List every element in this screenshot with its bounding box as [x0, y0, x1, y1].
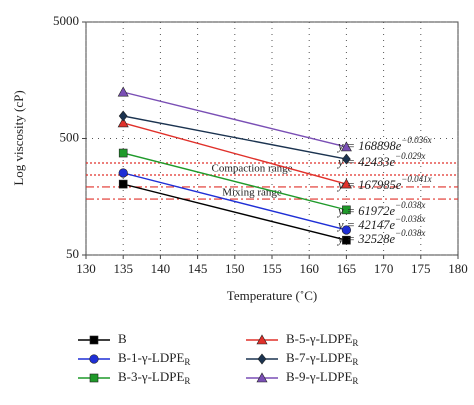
- marker: [256, 372, 268, 383]
- marker: [257, 353, 267, 365]
- x-tick-label: 175: [411, 261, 431, 276]
- series-line: [123, 172, 347, 231]
- marker: [118, 148, 128, 158]
- equation-text: y = 168898e: [336, 139, 402, 153]
- equation-exponent: −0.036x: [401, 135, 431, 145]
- x-tick-label: 170: [374, 261, 394, 276]
- x-tick-label: 165: [337, 261, 357, 276]
- marker: [342, 205, 351, 215]
- range-label: Mixing range: [222, 187, 282, 199]
- range-label: Compaction range: [212, 163, 293, 175]
- y-tick-label: 500: [60, 129, 80, 144]
- legend-label: B-1-γ-LDPER: [118, 350, 190, 367]
- equation-text: y = 42433e: [336, 155, 395, 169]
- legend-marker: [257, 353, 267, 365]
- legend-name: B-1-γ-LDPE: [118, 350, 184, 365]
- equation: y = 167985e−0.041x: [336, 174, 432, 192]
- equation: y = 32528e−0.038x: [336, 228, 425, 246]
- legend-label: B: [118, 331, 127, 346]
- series-line: [123, 91, 347, 148]
- legend-subscript: R: [352, 376, 358, 386]
- legend-subscript: R: [352, 357, 358, 367]
- legend-name: B-3-γ-LDPE: [118, 369, 184, 384]
- marker: [342, 153, 351, 165]
- equation: y = 61972e−0.038x: [336, 200, 425, 218]
- equation-text: y = 42147e: [336, 218, 395, 232]
- x-tick-label: 130: [76, 261, 96, 276]
- legend-marker: [89, 335, 99, 345]
- equation: y = 168898e−0.036x: [336, 135, 432, 153]
- marker: [117, 86, 129, 97]
- marker: [118, 110, 128, 122]
- legend-name: B: [118, 331, 127, 346]
- equation-exponent: −0.038x: [395, 228, 425, 238]
- equation-exponent: −0.038x: [395, 214, 425, 224]
- x-tick-label: 145: [188, 261, 208, 276]
- x-tick-label: 160: [299, 261, 319, 276]
- equation-exponent: −0.029x: [395, 151, 425, 161]
- legend-marker: [89, 354, 99, 364]
- y-tick-label: 5000: [53, 13, 79, 28]
- marker: [89, 354, 99, 364]
- y-axis-title: Log viscosity (cP): [11, 90, 26, 185]
- x-tick-label: 140: [151, 261, 171, 276]
- marker: [340, 178, 352, 189]
- x-tick-label: 135: [113, 261, 133, 276]
- series-line: [123, 115, 347, 160]
- legend-label: B-9-γ-LDPER: [286, 369, 358, 386]
- legend-marker: [256, 334, 268, 345]
- y-tick-label: 50: [66, 246, 79, 261]
- x-axis-title: Temperature (˚C): [227, 288, 317, 303]
- equation-exponent: −0.041x: [401, 174, 431, 184]
- marker: [117, 117, 129, 128]
- marker: [89, 335, 99, 345]
- legend-name: B-9-γ-LDPE: [286, 369, 352, 384]
- x-tick-label: 150: [225, 261, 245, 276]
- equation-text: y = 32528e: [336, 232, 395, 246]
- legend-marker: [89, 373, 99, 383]
- marker: [341, 225, 352, 235]
- marker: [118, 168, 128, 178]
- equation-text: y = 61972e: [336, 204, 395, 218]
- marker: [256, 334, 268, 345]
- marker: [340, 141, 352, 152]
- marker: [342, 235, 351, 245]
- series-line: [123, 152, 347, 211]
- marker: [118, 179, 128, 189]
- equation: y = 42147e−0.038x: [336, 214, 425, 232]
- legend-name: B-5-γ-LDPE: [286, 331, 352, 346]
- legend-name: B-7-γ-LDPE: [286, 350, 352, 365]
- legend-subscript: R: [352, 338, 358, 348]
- legend-label: B-7-γ-LDPER: [286, 350, 358, 367]
- x-tick-label: 180: [448, 261, 468, 276]
- legend-subscript: R: [184, 357, 190, 367]
- series-line: [123, 183, 347, 241]
- series-line: [123, 122, 347, 185]
- marker: [89, 373, 99, 383]
- legend-label: B-5-γ-LDPER: [286, 331, 358, 348]
- equation-text: y = 167985e: [336, 178, 402, 192]
- x-tick-label: 155: [262, 261, 282, 276]
- equation: y = 42433e−0.029x: [336, 151, 425, 169]
- legend-subscript: R: [184, 376, 190, 386]
- legend-label: B-3-γ-LDPER: [118, 369, 190, 386]
- legend-marker: [256, 372, 268, 383]
- equation-exponent: −0.038x: [395, 200, 425, 210]
